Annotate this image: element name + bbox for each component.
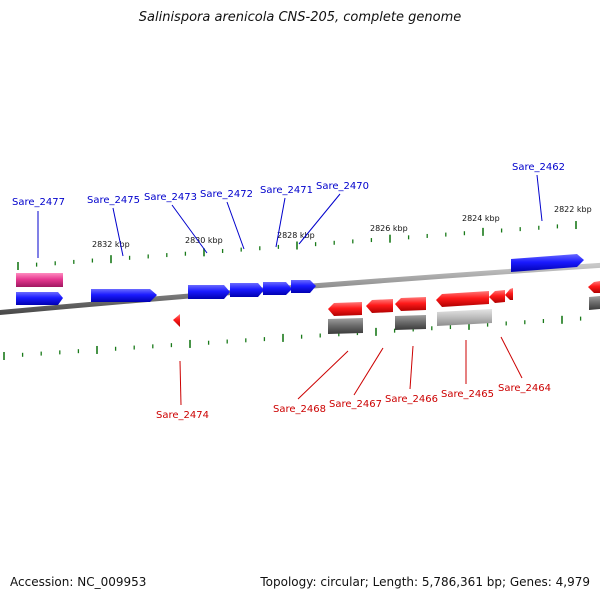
forward-gene[interactable] xyxy=(263,282,292,295)
gene-label[interactable]: Sare_2472 xyxy=(200,189,253,200)
feature-blocks xyxy=(16,254,600,334)
gene-label[interactable]: Sare_2465 xyxy=(441,389,494,400)
reverse-gene[interactable] xyxy=(173,314,180,327)
pseudo-feature[interactable] xyxy=(328,318,363,334)
gene-label[interactable]: Sare_2477 xyxy=(12,197,65,208)
gene-label[interactable]: Sare_2466 xyxy=(385,394,438,405)
scale-label: 2828 kbp xyxy=(277,231,315,240)
forward-gene[interactable] xyxy=(291,280,316,293)
callout-line xyxy=(409,345,414,390)
tick-marks xyxy=(3,221,582,360)
scale-label: 2832 kbp xyxy=(92,240,130,249)
forward-gene[interactable] xyxy=(511,254,584,272)
reverse-gene[interactable] xyxy=(395,297,426,311)
misc-feature[interactable] xyxy=(437,309,492,326)
reverse-gene[interactable] xyxy=(436,291,489,307)
scale-labels: 2832 kbp 2830 kbp 2828 kbp 2826 kbp 2824… xyxy=(92,205,592,249)
callout-line xyxy=(353,347,384,396)
scale-label: 2822 kbp xyxy=(554,205,592,214)
callout-line xyxy=(536,174,543,222)
scale-label: 2830 kbp xyxy=(185,236,223,245)
forward-labels: Sare_2477 Sare_2475 Sare_2473 Sare_2472 … xyxy=(12,162,565,208)
reverse-labels: Sare_2474 Sare_2468 Sare_2467 Sare_2466 … xyxy=(156,383,551,421)
genome-info-text: Topology: circular; Length: 5,786,361 bp… xyxy=(260,575,590,589)
accession-text: Accession: NC_009953 xyxy=(10,575,147,589)
pseudo-feature[interactable] xyxy=(395,315,426,330)
gene-label[interactable]: Sare_2474 xyxy=(156,410,209,421)
callout-line xyxy=(179,360,182,406)
callout-line xyxy=(298,193,341,245)
forward-callouts xyxy=(37,174,543,258)
callout-line xyxy=(171,204,208,254)
gene-label[interactable]: Sare_2470 xyxy=(316,181,369,192)
scale-label: 2824 kbp xyxy=(462,214,500,223)
forward-gene[interactable] xyxy=(230,283,264,297)
reverse-gene[interactable] xyxy=(588,281,600,293)
rna-feature[interactable] xyxy=(16,273,63,287)
callout-line xyxy=(226,201,245,250)
callout-line xyxy=(297,350,349,400)
gene-label[interactable]: Sare_2468 xyxy=(273,404,326,415)
gene-label[interactable]: Sare_2475 xyxy=(87,195,140,206)
map-title: Salinispora arenicola CNS-205, complete … xyxy=(138,10,462,25)
gene-label[interactable]: Sare_2471 xyxy=(260,185,313,196)
callout-line xyxy=(112,207,124,257)
gene-label[interactable]: Sare_2462 xyxy=(512,162,565,173)
gene-label[interactable]: Sare_2467 xyxy=(329,399,382,410)
scale-label: 2826 kbp xyxy=(370,224,408,233)
reverse-gene[interactable] xyxy=(366,299,393,313)
gene-label[interactable]: Sare_2473 xyxy=(144,192,197,203)
callout-line xyxy=(500,336,523,379)
callout-line xyxy=(275,197,286,248)
reverse-callouts xyxy=(179,336,523,406)
forward-gene[interactable] xyxy=(16,292,63,305)
pseudo-feature[interactable] xyxy=(589,296,600,310)
reverse-gene[interactable] xyxy=(489,290,505,303)
gene-label[interactable]: Sare_2464 xyxy=(498,383,551,394)
forward-gene[interactable] xyxy=(188,285,230,299)
reverse-gene[interactable] xyxy=(505,288,513,300)
forward-gene[interactable] xyxy=(91,289,157,302)
reverse-gene[interactable] xyxy=(328,302,362,316)
